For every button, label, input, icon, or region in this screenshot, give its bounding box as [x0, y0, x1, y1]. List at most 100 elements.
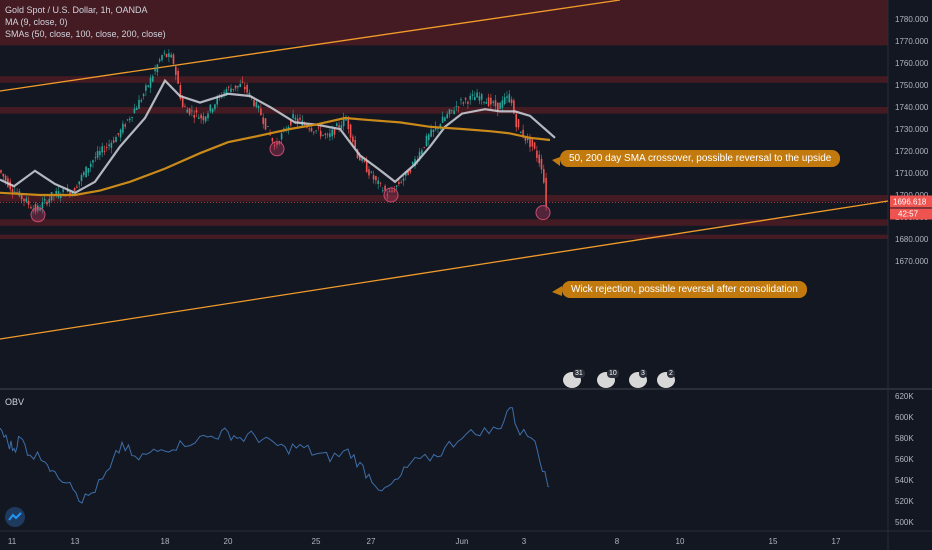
candle-body — [444, 117, 446, 122]
candle-body — [365, 161, 368, 173]
candle-body — [432, 129, 435, 132]
candle-body — [172, 54, 175, 64]
candle-body — [76, 186, 78, 188]
candle-body — [188, 108, 191, 115]
candle-body — [483, 101, 485, 103]
candle-body — [20, 195, 23, 200]
candle-body — [255, 101, 258, 107]
candle-body — [296, 118, 299, 123]
countdown-label: 42:57 — [898, 209, 919, 218]
candle-body — [402, 178, 405, 181]
obv-tick-label: 520K — [895, 497, 914, 506]
candle-body — [239, 83, 241, 87]
candle-body — [372, 175, 375, 180]
obv-indicator-label[interactable]: OBV — [5, 397, 25, 407]
candle-body — [421, 150, 423, 155]
candle-body — [117, 133, 120, 135]
chart-legend: Gold Spot / U.S. Dollar, 1h, OANDA MA (9… — [5, 4, 166, 40]
candle-body — [448, 109, 451, 115]
sma-line — [0, 116, 551, 197]
candle-body — [361, 157, 363, 161]
candle-body — [207, 113, 209, 119]
symbol-title[interactable]: Gold Spot / U.S. Dollar, 1h, OANDA — [5, 5, 148, 15]
candle-body — [89, 163, 92, 167]
candle-body — [179, 85, 182, 99]
candle-body — [165, 53, 168, 57]
candle-body — [181, 98, 184, 107]
candle-body — [158, 59, 161, 62]
candle-body — [177, 70, 179, 84]
candle-body — [329, 133, 331, 138]
obv-tick-label: 600K — [895, 413, 914, 422]
candle-body — [510, 99, 513, 104]
candle-body — [244, 86, 246, 90]
candle-body — [469, 95, 471, 100]
event-flag-icon[interactable]: 2 — [657, 369, 675, 388]
candle-body — [41, 201, 44, 209]
candle-body — [223, 91, 225, 94]
obv-tick-label: 560K — [895, 455, 914, 464]
candle-body — [96, 150, 99, 158]
candle-body — [0, 170, 2, 173]
candle-body — [503, 97, 506, 105]
time-tick-label: 25 — [312, 537, 321, 546]
candle-body — [476, 92, 478, 98]
tradingview-logo-icon[interactable] — [5, 507, 25, 527]
price-tick-label: 1730.000 — [895, 125, 929, 134]
time-tick-label: 15 — [769, 537, 778, 546]
candle-body — [453, 110, 455, 114]
candle-body — [262, 117, 264, 124]
candle-body — [446, 114, 448, 119]
current-price-badge — [890, 195, 932, 208]
candle-body — [80, 174, 83, 182]
candle-body — [11, 189, 14, 194]
event-flag-count: 31 — [573, 369, 585, 378]
candle-body — [319, 130, 322, 137]
obv-line — [0, 407, 550, 504]
candle-body — [533, 142, 536, 149]
candle-body — [545, 177, 547, 207]
ma9-line — [0, 78, 556, 195]
candle-body — [55, 190, 57, 196]
candle-body — [216, 97, 218, 105]
sma-indicator-label[interactable]: SMAs (50, close, 100, close, 200, close) — [5, 29, 166, 39]
candle-body — [487, 97, 490, 106]
support-resistance-zone — [0, 219, 888, 226]
candle-body — [149, 77, 152, 88]
candle-body — [135, 107, 138, 110]
swing-low-marker — [383, 187, 399, 203]
candle-body — [324, 133, 327, 135]
candle-body — [338, 125, 340, 128]
candle-body — [25, 198, 28, 202]
candle-body — [531, 139, 534, 147]
candle-body — [290, 120, 292, 126]
candle-body — [474, 96, 476, 101]
candle-body — [175, 66, 177, 75]
support-resistance-zone — [0, 0, 888, 46]
candle-body — [506, 96, 508, 98]
candle-body — [124, 124, 126, 127]
event-flag-icon[interactable]: 31 — [563, 369, 585, 388]
candle-body — [253, 100, 255, 107]
candle-body — [386, 194, 389, 196]
candle-body — [110, 142, 113, 148]
ma-indicator-label[interactable]: MA (9, close, 0) — [5, 17, 68, 27]
event-flag-icon[interactable]: 10 — [597, 369, 619, 388]
candle-body — [138, 99, 140, 109]
candle-body — [501, 100, 504, 108]
event-flag-icon[interactable]: 3 — [629, 369, 647, 388]
candle-body — [209, 104, 212, 112]
candle-body — [480, 94, 483, 100]
price-tick-label: 1710.000 — [895, 169, 929, 178]
swing-low-marker — [535, 205, 551, 221]
candle-body — [308, 128, 310, 130]
price-tick-label: 1770.000 — [895, 37, 929, 46]
price-tick-label: 1670.000 — [895, 257, 929, 266]
candle-body — [437, 128, 439, 129]
candle-body — [191, 110, 193, 112]
candle-body — [377, 180, 379, 184]
candle-body — [538, 154, 540, 164]
candle-body — [152, 76, 154, 82]
